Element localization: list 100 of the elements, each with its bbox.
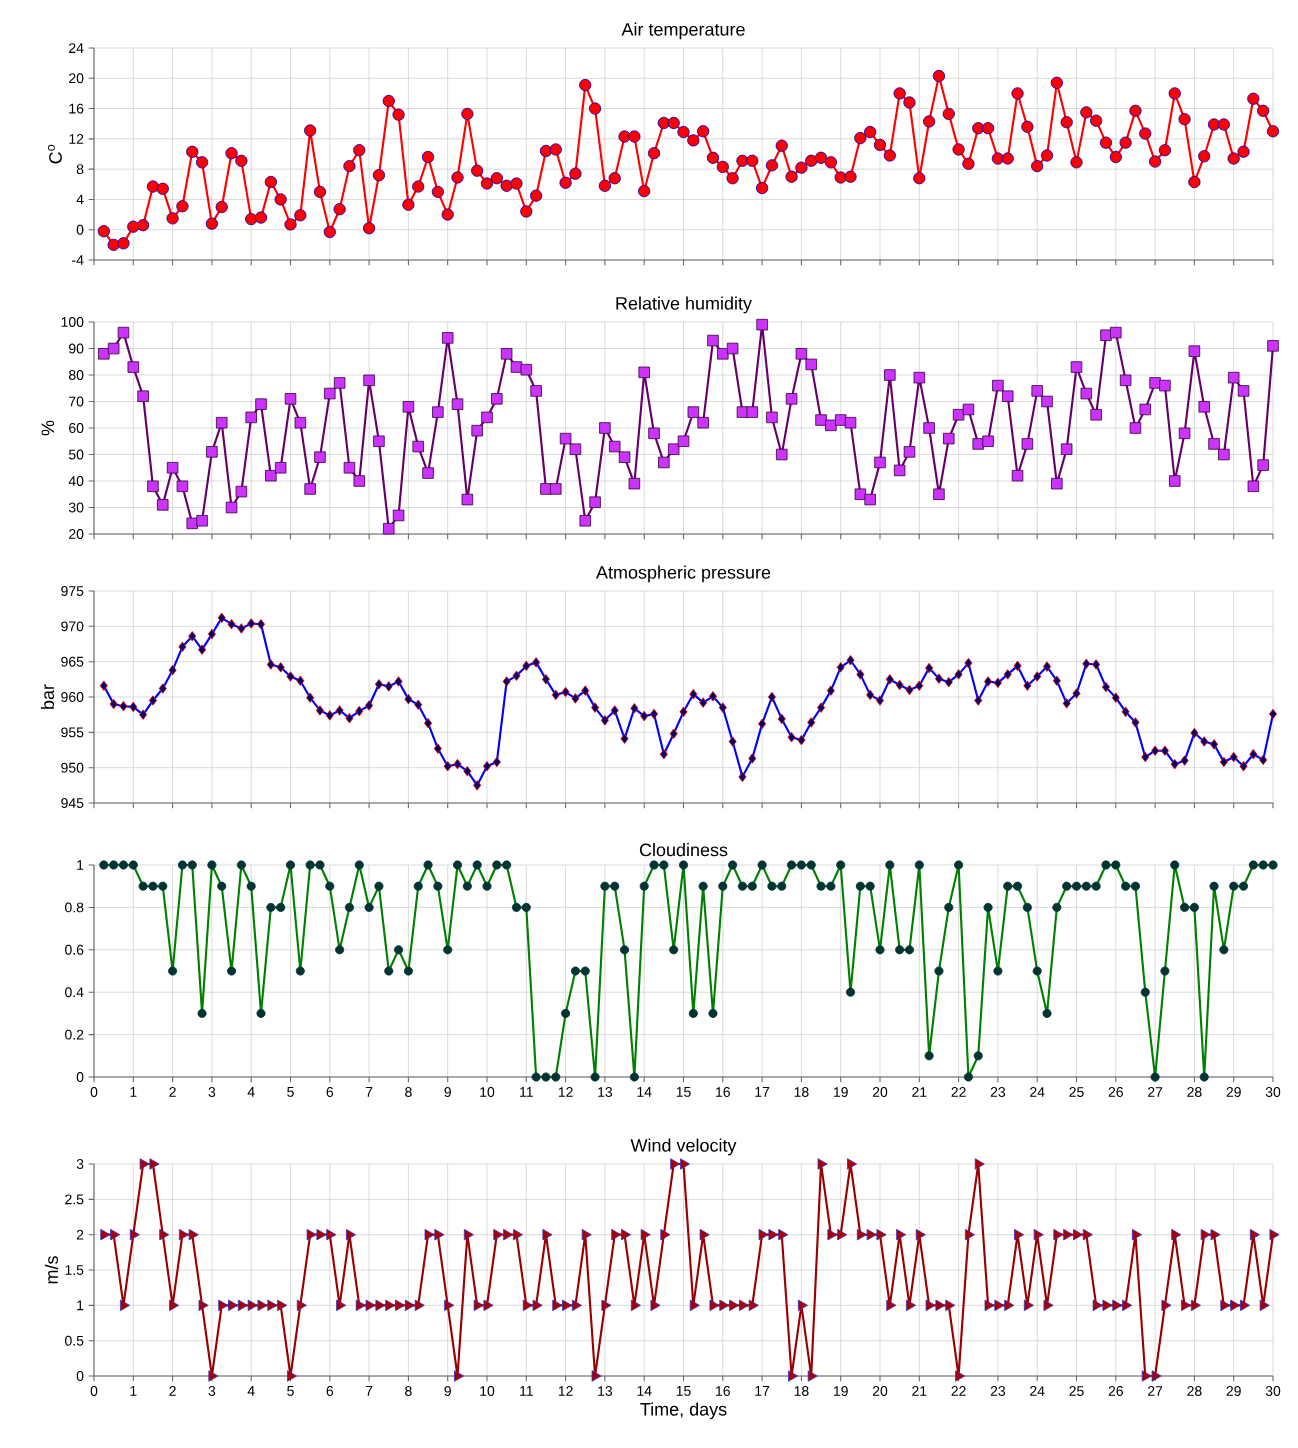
x-tick-label: 29: [1226, 1087, 1241, 1097]
y-tick-label: 1: [77, 1300, 84, 1311]
x-tick-label: 3: [208, 1087, 216, 1097]
x-tick-label: 15: [676, 1087, 691, 1097]
y-tick-label: 0.6: [65, 944, 84, 955]
y-tick-label: 0.8: [65, 902, 84, 913]
x-tick-label: 30: [1265, 1087, 1281, 1097]
x-tick-label: 13: [598, 1087, 613, 1097]
x-tick-label: 20: [872, 1087, 888, 1097]
y-tick-label: 970: [61, 621, 84, 632]
x-tick-label: 30: [1265, 1386, 1281, 1396]
x-tick-label: 12: [558, 1386, 573, 1396]
x-tick-label: 24: [1030, 1087, 1045, 1097]
x-tick-label: 1: [130, 1386, 137, 1396]
y-tick-label: 955: [61, 727, 84, 738]
y-tick-label: 1: [77, 860, 84, 870]
x-tick-label: 0: [90, 1386, 98, 1396]
x-tick-label: 11: [520, 1087, 533, 1097]
x-tick-label: 14: [637, 1386, 652, 1396]
chart-title: Cloudiness: [639, 843, 728, 857]
y-tick-label: 16: [69, 103, 84, 114]
x-tick-label: 23: [990, 1386, 1006, 1396]
y-tick-label: 0: [76, 224, 84, 235]
chart-title: Wind velocity: [630, 1138, 737, 1156]
y-tick-label: 4: [76, 194, 84, 205]
x-tick-label: 4: [247, 1087, 255, 1097]
x-tick-label: 0: [90, 1087, 98, 1097]
x-tick-label: 8: [405, 1386, 412, 1396]
y-tick-label: 950: [61, 762, 84, 773]
x-tick-label: 10: [480, 1087, 495, 1097]
y-tick-label: 0: [76, 1072, 84, 1082]
chart-title: Air temperature: [621, 22, 745, 40]
x-tick-label: 21: [912, 1087, 927, 1097]
x-tick-label: 17: [755, 1087, 770, 1097]
x-tick-label: 28: [1187, 1386, 1202, 1396]
x-tick-label: 25: [1069, 1087, 1084, 1097]
x-tick-label: 25: [1069, 1386, 1084, 1396]
x-tick-label: 4: [247, 1386, 255, 1396]
x-tick-label: 10: [480, 1386, 495, 1396]
y-tick-label: 2.5: [65, 1194, 84, 1205]
x-tick-label: 21: [912, 1386, 927, 1396]
x-tick-label: 18: [794, 1087, 809, 1097]
y-tick-label: 3: [76, 1159, 84, 1169]
y-tick-label: 30: [68, 502, 84, 513]
x-tick-label: 18: [794, 1386, 809, 1396]
y-tick-label: 60: [69, 423, 84, 433]
y-tick-label: 12: [69, 133, 84, 144]
x-tick-label: 2: [169, 1386, 176, 1396]
x-tick-label: 23: [990, 1087, 1006, 1097]
x-tick-label: 7: [365, 1087, 373, 1097]
y-tick-label: -4: [72, 255, 84, 265]
chart-title: Relative humidity: [616, 296, 752, 314]
x-tick-label: 11: [520, 1386, 533, 1396]
y-tick-label: 20: [69, 529, 84, 539]
x-tick-label: 17: [755, 1386, 770, 1396]
y-tick-label: 975: [61, 586, 84, 596]
x-tick-label: 6: [326, 1386, 334, 1396]
x-tick-label: 27: [1148, 1087, 1163, 1097]
y-tick-label: 960: [61, 692, 84, 702]
x-tick-label: 3: [208, 1386, 216, 1396]
x-tick-label: 5: [287, 1087, 294, 1097]
y-tick-label: 0.5: [65, 1335, 84, 1346]
x-tick-label: 24: [1030, 1386, 1045, 1396]
y-tick-label: 20: [69, 73, 84, 84]
y-tick-label: 0.4: [65, 987, 84, 998]
x-tick-label: 28: [1187, 1087, 1202, 1097]
y-tick-label: 90: [69, 343, 84, 354]
x-tick-label: 19: [833, 1386, 848, 1396]
x-tick-label: 9: [444, 1386, 451, 1396]
y-axis-title: C$^{o}$: [47, 144, 62, 164]
x-tick-label: 8: [405, 1087, 412, 1097]
y-tick-label: 1.5: [65, 1265, 84, 1275]
y-tick-label: 8: [76, 164, 84, 175]
chart-title: Atmospheric pressure: [596, 565, 771, 583]
x-tick-label: 27: [1148, 1386, 1163, 1396]
y-axis-title: %: [41, 420, 55, 436]
y-tick-label: 0.2: [65, 1029, 84, 1040]
y-axis-title: bar: [40, 684, 55, 709]
y-tick-label: 2: [76, 1229, 84, 1240]
x-tick-label: 19: [833, 1087, 848, 1097]
x-tick-label: 15: [676, 1386, 691, 1396]
y-tick-label: 70: [69, 396, 84, 407]
x-axis-title: Time, days: [640, 1402, 727, 1420]
x-tick-label: 26: [1108, 1386, 1123, 1396]
x-tick-label: 13: [598, 1386, 613, 1396]
y-tick-label: 80: [68, 370, 84, 380]
x-tick-label: 5: [287, 1386, 294, 1396]
x-tick-label: 22: [951, 1386, 966, 1396]
x-tick-label: 12: [558, 1087, 573, 1097]
x-tick-label: 6: [326, 1087, 334, 1097]
y-tick-label: 965: [61, 656, 84, 667]
x-tick-label: 1: [130, 1087, 137, 1097]
x-tick-label: 29: [1226, 1386, 1241, 1396]
y-axis-title: m/s: [44, 1256, 58, 1284]
x-tick-label: 9: [444, 1087, 451, 1097]
x-tick-label: 2: [169, 1087, 176, 1097]
x-tick-label: 7: [365, 1386, 373, 1396]
x-tick-label: 16: [716, 1386, 730, 1396]
x-tick-label: 14: [637, 1087, 652, 1097]
x-tick-label: 26: [1108, 1087, 1123, 1097]
